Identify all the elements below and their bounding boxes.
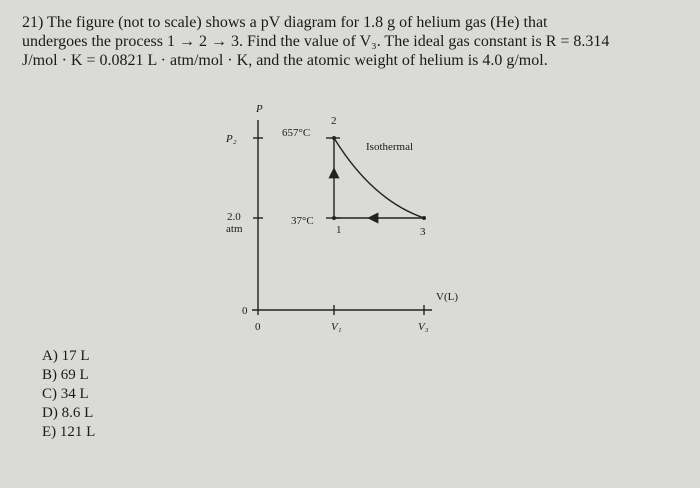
question-line: undergoes the process 1 → 2 → 3. Find th… bbox=[22, 33, 609, 50]
tick-label: atm bbox=[226, 223, 243, 235]
point-label: 2 bbox=[331, 115, 337, 127]
tick-label: P₂ bbox=[225, 133, 237, 145]
point-label: 1 bbox=[336, 224, 342, 236]
state-point bbox=[332, 136, 336, 140]
tick-label: 0 bbox=[242, 305, 248, 317]
choice: A) 17 L bbox=[42, 348, 90, 364]
tick-label: 0 bbox=[255, 321, 261, 333]
tick-label: 2.0 bbox=[227, 211, 241, 223]
tick-label: V₁ bbox=[331, 321, 342, 333]
choice: E) 121 L bbox=[42, 424, 95, 440]
axis-label: V(L) bbox=[436, 291, 458, 303]
pv-diagram: P P₂ 2.0 atm 0 0 V₁ V₃ V(L) 657°C 37°C I… bbox=[225, 103, 458, 333]
state-point bbox=[422, 216, 426, 220]
question-line: 21) The figure (not to scale) shows a pV… bbox=[22, 14, 548, 31]
choice: B) 69 L bbox=[42, 367, 89, 383]
tick-label: V₃ bbox=[418, 321, 429, 333]
question-line: J/mol · K = 0.0821 L · atm/mol · K, and … bbox=[22, 52, 548, 69]
temperature-label: 657°C bbox=[282, 127, 310, 139]
choice: C) 34 L bbox=[42, 386, 89, 402]
curve-label: Isothermal bbox=[366, 141, 413, 153]
point-label: 3 bbox=[420, 226, 426, 238]
axis-label: P bbox=[255, 103, 263, 115]
temperature-label: 37°C bbox=[291, 215, 314, 227]
isotherm bbox=[333, 137, 425, 219]
state-point bbox=[332, 216, 336, 220]
choice: D) 8.6 L bbox=[42, 405, 93, 421]
